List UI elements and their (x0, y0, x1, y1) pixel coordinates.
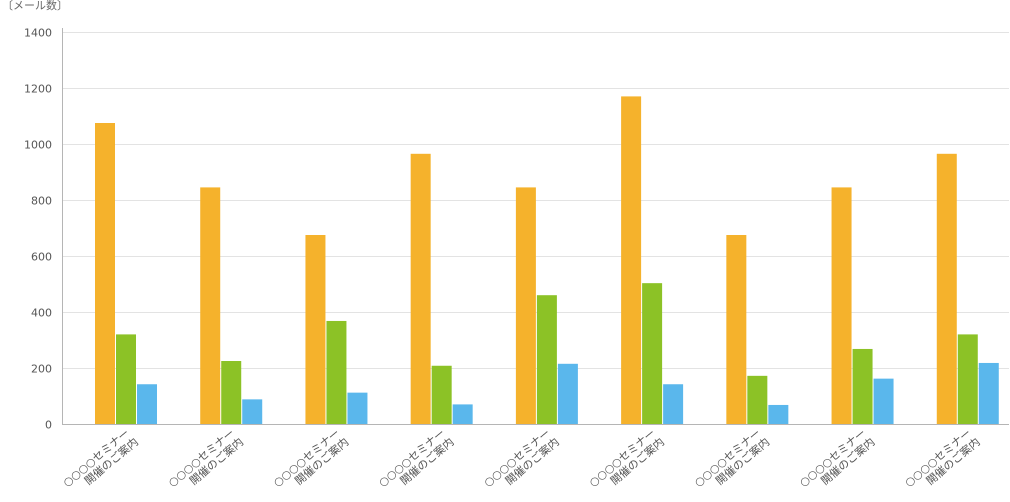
y-tick-label: 0 (45, 419, 52, 432)
bar (557, 363, 578, 424)
bar (137, 384, 157, 424)
bar (431, 365, 452, 424)
bar (726, 235, 747, 424)
y-tick-label: 800 (31, 195, 52, 208)
bar (305, 235, 326, 424)
y-tick-label: 1400 (24, 27, 52, 40)
bar (747, 375, 768, 424)
bar (221, 361, 242, 424)
y-tick-label: 1000 (24, 139, 52, 152)
y-axis-ticks: 0 200 400 600 800 1000 1200 1400 (24, 27, 52, 432)
bar (642, 283, 663, 424)
bar (852, 348, 873, 424)
bar (536, 295, 557, 424)
y-tick-label: 1200 (24, 83, 52, 96)
bar (831, 187, 852, 424)
bar (95, 123, 115, 424)
bar (116, 334, 136, 424)
y-tick-label: 400 (31, 307, 52, 320)
bar (768, 404, 789, 424)
bar (936, 153, 957, 425)
bar (621, 96, 642, 425)
y-axis-unit-label: 〔メール数〕 (2, 0, 68, 12)
bar (663, 384, 684, 424)
bar (957, 334, 978, 424)
bar (200, 187, 221, 424)
bar (347, 392, 368, 424)
y-tick-label: 600 (31, 251, 52, 264)
bar (326, 320, 347, 424)
bar (242, 399, 263, 424)
bar (410, 153, 431, 425)
y-tick-label: 200 (31, 363, 52, 376)
bars (95, 96, 999, 425)
bar (452, 404, 473, 424)
bar (873, 378, 894, 424)
bar (515, 187, 536, 424)
bar (978, 362, 999, 424)
